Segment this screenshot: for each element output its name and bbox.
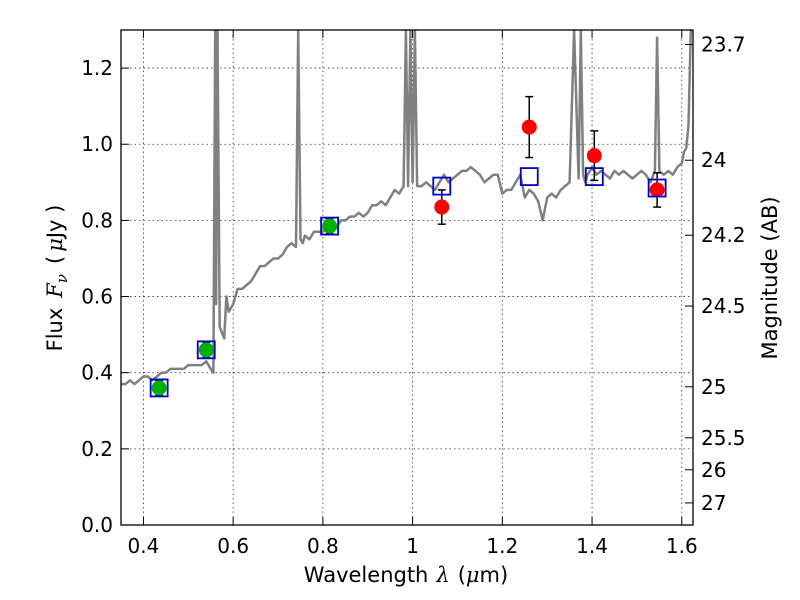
x-tick-label: 0.8 [307,534,339,558]
x-tick-label: 1.4 [576,534,608,558]
plot-frame [120,29,694,526]
right-axis-label: Magnitude (AB) [758,196,782,359]
x-tick-label: 0.4 [128,534,160,558]
data-point [322,218,338,234]
model-spectrum [121,30,693,386]
right-tick-label: 27 [701,491,726,515]
x-axis-label: Wavelength λ (μm) [304,563,508,587]
y-tick-label: 0.4 [81,361,113,385]
y-axis-label: FluxFν(μJy ) [43,205,71,352]
right-tick-label: 26 [701,458,726,482]
x-tick-label: 1.2 [486,534,518,558]
y-tick-label: 1.0 [81,132,113,156]
x-tick-label: 0.6 [217,534,249,558]
y-axis-ticks: 0.0 0.2 0.4 0.6 0.8 1.0 1.2 [81,56,129,537]
model-point [196,340,216,360]
model-point [647,178,667,198]
x-tick-label: 1 [406,534,419,558]
photometry-points [149,95,667,398]
model-point [320,216,340,236]
model-point [432,176,452,196]
right-axis-ticks: 23.7 24 24.2 24.5 25 25.5 26 27 [685,32,746,515]
x-axis-ticks: 0.4 0.6 0.8 1 1.2 1.4 1.6 [128,30,698,558]
data-point [649,182,665,198]
data-point [521,119,537,135]
data-point [198,342,214,358]
y-tick-label: 0.0 [81,513,113,537]
model-point [584,167,604,186]
right-tick-label: 25 [701,375,726,399]
x-tick-label: 1.6 [666,534,698,558]
data-point [434,199,450,215]
y-tick-label: 0.2 [81,437,113,461]
model-spectrum-line [121,30,693,386]
data-point [151,380,167,396]
right-tick-label: 24.5 [701,294,746,318]
right-tick-label: 24 [701,148,726,172]
y-tick-label: 1.2 [81,56,113,80]
right-tick-label: 25.5 [701,426,746,450]
y-tick-label: 0.8 [81,208,113,232]
right-tick-label: 23.7 [701,32,746,56]
y-tick-label: 0.6 [81,285,113,309]
data-point [586,148,602,164]
right-tick-label: 24.2 [701,223,746,247]
model-point [519,167,539,186]
model-point [149,378,169,398]
